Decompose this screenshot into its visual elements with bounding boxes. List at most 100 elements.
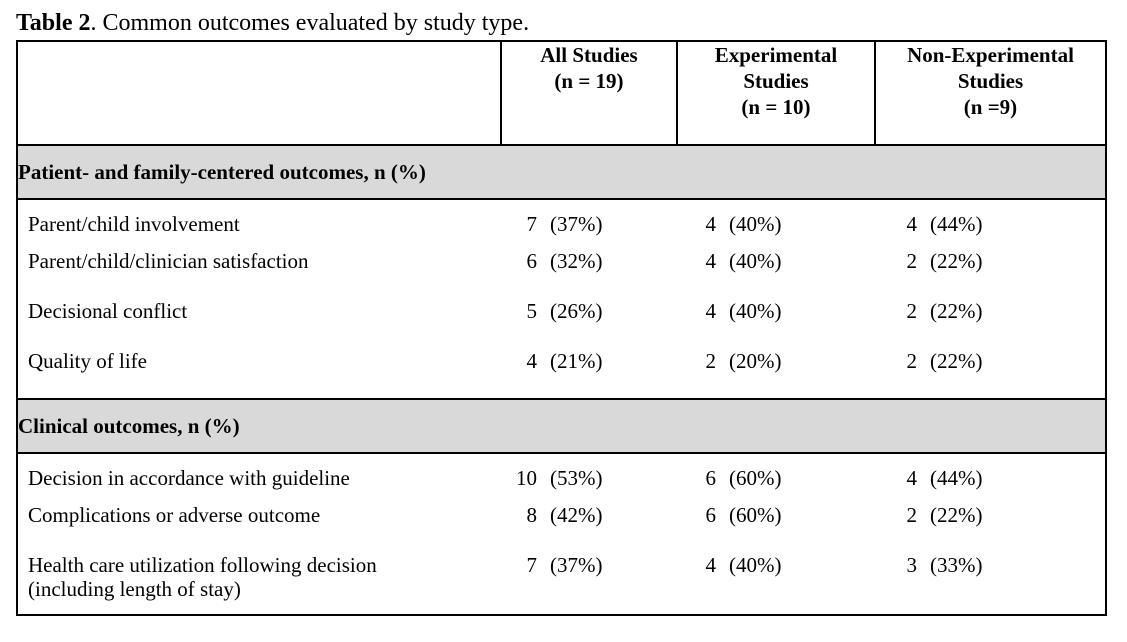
non-experimental-cell: 2 (22%) xyxy=(875,299,1107,349)
count-value: 4 xyxy=(705,249,717,273)
all-studies-cell: 4 (21%) xyxy=(501,349,677,399)
count-value: 8 xyxy=(526,503,538,527)
percent-value: (33%) xyxy=(930,553,983,577)
count-value: 5 xyxy=(526,299,538,323)
outcome-label: Quality of life xyxy=(16,349,501,399)
percent-value: (26%) xyxy=(550,299,603,323)
outcomes-table: All Studies (n = 19) Experimental Studie… xyxy=(16,40,1107,616)
outcome-label-line-1: Health care utilization following decisi… xyxy=(28,553,377,577)
header-non-experimental-line-1: Non-Experimental xyxy=(907,43,1074,67)
table-row: Quality of life 4 (21%) 2 (20%) 2 (22%) xyxy=(16,349,1107,399)
percent-value: (20%) xyxy=(729,349,782,373)
table-row: Parent/child/clinician satisfaction 6 (32… xyxy=(16,249,1107,299)
header-experimental-line-2: Studies xyxy=(743,69,809,93)
section-title: Clinical outcomes, n (%) xyxy=(16,398,1107,454)
header-outcome xyxy=(16,40,501,146)
percent-value: (40%) xyxy=(729,212,782,236)
count-value: 4 xyxy=(705,212,717,236)
count-value: 2 xyxy=(906,249,918,273)
non-experimental-cell: 4 (44%) xyxy=(875,453,1107,503)
outcome-label: Health care utilization following decisi… xyxy=(16,553,501,616)
count-value: 6 xyxy=(705,503,717,527)
table-caption-text: . Common outcomes evaluated by study typ… xyxy=(90,10,530,36)
experimental-cell: 4 (40%) xyxy=(677,199,875,249)
percent-value: (37%) xyxy=(550,553,603,577)
count-value: 3 xyxy=(906,553,918,577)
header-all-studies-line-2: (n = 19) xyxy=(554,69,624,93)
header-experimental: Experimental Studies (n = 10) xyxy=(676,40,875,146)
count-value: 2 xyxy=(705,349,717,373)
header-non-experimental-line-2: Studies xyxy=(957,69,1024,93)
percent-value: (32%) xyxy=(550,249,603,273)
header-non-experimental-line-3: (n =9) xyxy=(963,95,1018,119)
experimental-cell: 6 (60%) xyxy=(677,503,875,553)
non-experimental-cell: 2 (22%) xyxy=(875,249,1107,299)
experimental-cell: 4 (40%) xyxy=(677,553,875,616)
count-value: 2 xyxy=(906,299,918,323)
count-value: 7 xyxy=(526,212,538,236)
header-experimental-line-3: (n = 10) xyxy=(741,95,811,119)
non-experimental-cell: 2 (22%) xyxy=(875,503,1107,553)
percent-value: (22%) xyxy=(930,349,983,373)
percent-value: (22%) xyxy=(930,503,983,527)
table-caption: Table 2. Common outcomes evaluated by st… xyxy=(16,8,529,38)
table-row: Parent/child involvement 7 (37%) 4 (40%) 4… xyxy=(16,199,1107,249)
percent-value: (21%) xyxy=(550,349,603,373)
percent-value: (44%) xyxy=(930,212,983,236)
header-all-studies: All Studies (n = 19) xyxy=(500,40,677,146)
percent-value: (44%) xyxy=(930,466,983,490)
non-experimental-cell: 2 (22%) xyxy=(875,349,1107,399)
percent-value: (42%) xyxy=(550,503,603,527)
header-non-experimental: Non-Experimental Studies (n =9) xyxy=(874,40,1107,146)
experimental-cell: 4 (40%) xyxy=(677,299,875,349)
experimental-cell: 2 (20%) xyxy=(677,349,875,399)
count-value: 4 xyxy=(906,212,918,236)
header-experimental-line-1: Experimental xyxy=(714,43,838,67)
count-value: 2 xyxy=(906,503,918,527)
count-value: 6 xyxy=(705,466,717,490)
table-row: Decisional conflict 5 (26%) 4 (40%) 2 (22%) xyxy=(16,299,1107,349)
count-value: 2 xyxy=(906,349,918,373)
count-value: 4 xyxy=(906,466,918,490)
outcome-label: Complications or adverse outcome xyxy=(16,503,501,553)
count-value: 6 xyxy=(526,249,538,273)
count-value: 4 xyxy=(526,349,538,373)
outcome-label: Decisional conflict xyxy=(16,299,501,349)
count-value: 4 xyxy=(705,553,717,577)
all-studies-cell: 10 (53%) xyxy=(501,453,677,503)
outcome-label: Decision in accordance with guideline xyxy=(16,453,501,503)
percent-value: (22%) xyxy=(930,249,983,273)
header-all-studies-line-1: All Studies xyxy=(540,43,638,67)
outcome-label: Parent/child/clinician satisfaction xyxy=(16,249,501,299)
table-caption-label: Table 2 xyxy=(16,10,91,36)
all-studies-cell: 7 (37%) xyxy=(501,553,677,616)
percent-value: (40%) xyxy=(729,299,782,323)
header-row: All Studies (n = 19) Experimental Studie… xyxy=(16,40,1107,146)
all-studies-cell: 8 (42%) xyxy=(501,503,677,553)
percent-value: (60%) xyxy=(729,503,782,527)
table-row: Complications or adverse outcome 8 (42%) … xyxy=(16,503,1107,553)
non-experimental-cell: 3 (33%) xyxy=(875,553,1107,616)
percent-value: (37%) xyxy=(550,212,603,236)
experimental-cell: 4 (40%) xyxy=(677,249,875,299)
table-row: Health care utilization following decisi… xyxy=(16,553,1107,616)
all-studies-cell: 7 (37%) xyxy=(501,199,677,249)
percent-value: (53%) xyxy=(550,466,603,490)
percent-value: (22%) xyxy=(930,299,983,323)
section-row-clinical: Clinical outcomes, n (%) xyxy=(16,398,1107,454)
table-row: Decision in accordance with guideline 10… xyxy=(16,453,1107,503)
count-value: 10 xyxy=(516,466,537,490)
percent-value: (40%) xyxy=(729,249,782,273)
all-studies-cell: 6 (32%) xyxy=(501,249,677,299)
section-title: Patient- and family-centered outcomes, n… xyxy=(16,145,1107,200)
experimental-cell: 6 (60%) xyxy=(677,453,875,503)
percent-value: (40%) xyxy=(729,553,782,577)
non-experimental-cell: 4 (44%) xyxy=(875,199,1107,249)
all-studies-cell: 5 (26%) xyxy=(501,299,677,349)
outcome-label: Parent/child involvement xyxy=(16,199,501,249)
count-value: 7 xyxy=(526,553,538,577)
percent-value: (60%) xyxy=(729,466,782,490)
outcome-label-line-2: (including length of stay) xyxy=(28,577,241,601)
count-value: 4 xyxy=(705,299,717,323)
section-row-patient-family: Patient- and family-centered outcomes, n… xyxy=(16,145,1107,200)
